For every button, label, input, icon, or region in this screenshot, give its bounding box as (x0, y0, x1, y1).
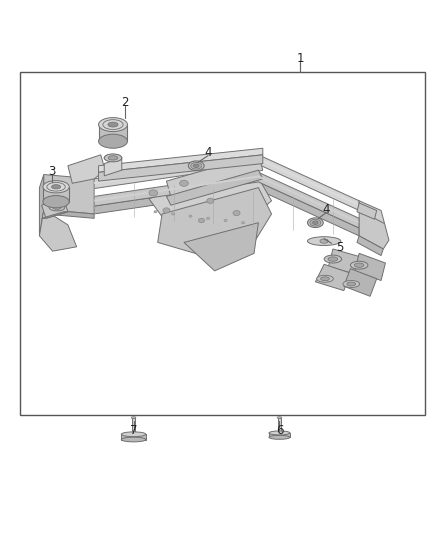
Ellipse shape (343, 280, 360, 287)
Ellipse shape (194, 164, 199, 167)
Polygon shape (44, 174, 94, 214)
Polygon shape (149, 170, 272, 227)
Ellipse shape (207, 198, 214, 204)
Polygon shape (359, 211, 389, 249)
Ellipse shape (149, 190, 158, 196)
Ellipse shape (198, 219, 205, 223)
Text: 2: 2 (121, 96, 129, 109)
Polygon shape (344, 269, 377, 296)
Polygon shape (357, 236, 383, 255)
Ellipse shape (350, 261, 368, 269)
Polygon shape (39, 209, 77, 251)
Polygon shape (158, 188, 272, 258)
Polygon shape (99, 155, 263, 181)
Polygon shape (42, 212, 68, 219)
Polygon shape (166, 155, 263, 197)
Text: 1: 1 (296, 52, 304, 65)
Text: 7: 7 (130, 424, 138, 437)
Polygon shape (104, 158, 122, 176)
Ellipse shape (189, 215, 192, 217)
Bar (20, 71, 425, 415)
Ellipse shape (108, 156, 118, 160)
Ellipse shape (99, 134, 127, 148)
Ellipse shape (43, 181, 69, 193)
Polygon shape (99, 148, 263, 172)
Ellipse shape (154, 211, 157, 213)
Ellipse shape (172, 213, 174, 215)
Text: 5: 5 (336, 241, 343, 254)
Ellipse shape (121, 432, 146, 437)
Ellipse shape (269, 431, 290, 435)
Polygon shape (39, 174, 44, 236)
Polygon shape (166, 170, 263, 205)
Polygon shape (94, 155, 359, 211)
Bar (121, 434, 146, 440)
Ellipse shape (310, 219, 321, 226)
Ellipse shape (313, 221, 318, 224)
Polygon shape (94, 158, 359, 206)
Ellipse shape (320, 239, 328, 243)
Ellipse shape (104, 154, 122, 162)
Ellipse shape (354, 263, 364, 268)
Ellipse shape (347, 282, 356, 286)
Text: 6: 6 (276, 424, 283, 437)
Ellipse shape (188, 161, 204, 171)
Ellipse shape (43, 196, 69, 208)
Polygon shape (328, 249, 364, 275)
Polygon shape (94, 172, 359, 228)
Ellipse shape (108, 122, 118, 127)
Polygon shape (68, 155, 105, 183)
Ellipse shape (233, 211, 240, 216)
Ellipse shape (191, 163, 202, 169)
Ellipse shape (52, 184, 60, 189)
Polygon shape (94, 182, 359, 236)
Ellipse shape (307, 237, 341, 246)
Polygon shape (359, 201, 385, 227)
Ellipse shape (180, 180, 188, 187)
Polygon shape (315, 264, 350, 290)
Ellipse shape (324, 255, 342, 263)
Polygon shape (42, 199, 68, 219)
Bar (43, 187, 69, 201)
Text: 4: 4 (204, 146, 212, 159)
Polygon shape (44, 209, 94, 219)
Polygon shape (357, 203, 377, 219)
Bar (99, 125, 127, 141)
Ellipse shape (49, 204, 65, 211)
Ellipse shape (121, 437, 146, 442)
Ellipse shape (242, 222, 244, 224)
Ellipse shape (224, 220, 227, 222)
Text: 4: 4 (322, 203, 330, 216)
Ellipse shape (163, 208, 170, 213)
Polygon shape (184, 223, 258, 271)
Ellipse shape (207, 217, 209, 220)
Ellipse shape (277, 417, 282, 418)
Text: 3: 3 (48, 165, 55, 177)
Ellipse shape (321, 277, 329, 281)
Ellipse shape (307, 218, 323, 228)
Ellipse shape (317, 275, 333, 282)
Bar (269, 433, 290, 437)
Ellipse shape (328, 257, 338, 261)
Ellipse shape (131, 417, 136, 418)
Bar (132, 418, 135, 434)
Polygon shape (355, 253, 385, 280)
Bar (278, 418, 281, 433)
Polygon shape (94, 175, 359, 223)
Ellipse shape (53, 205, 61, 209)
Ellipse shape (99, 118, 127, 132)
Ellipse shape (269, 435, 290, 439)
Ellipse shape (104, 155, 122, 161)
